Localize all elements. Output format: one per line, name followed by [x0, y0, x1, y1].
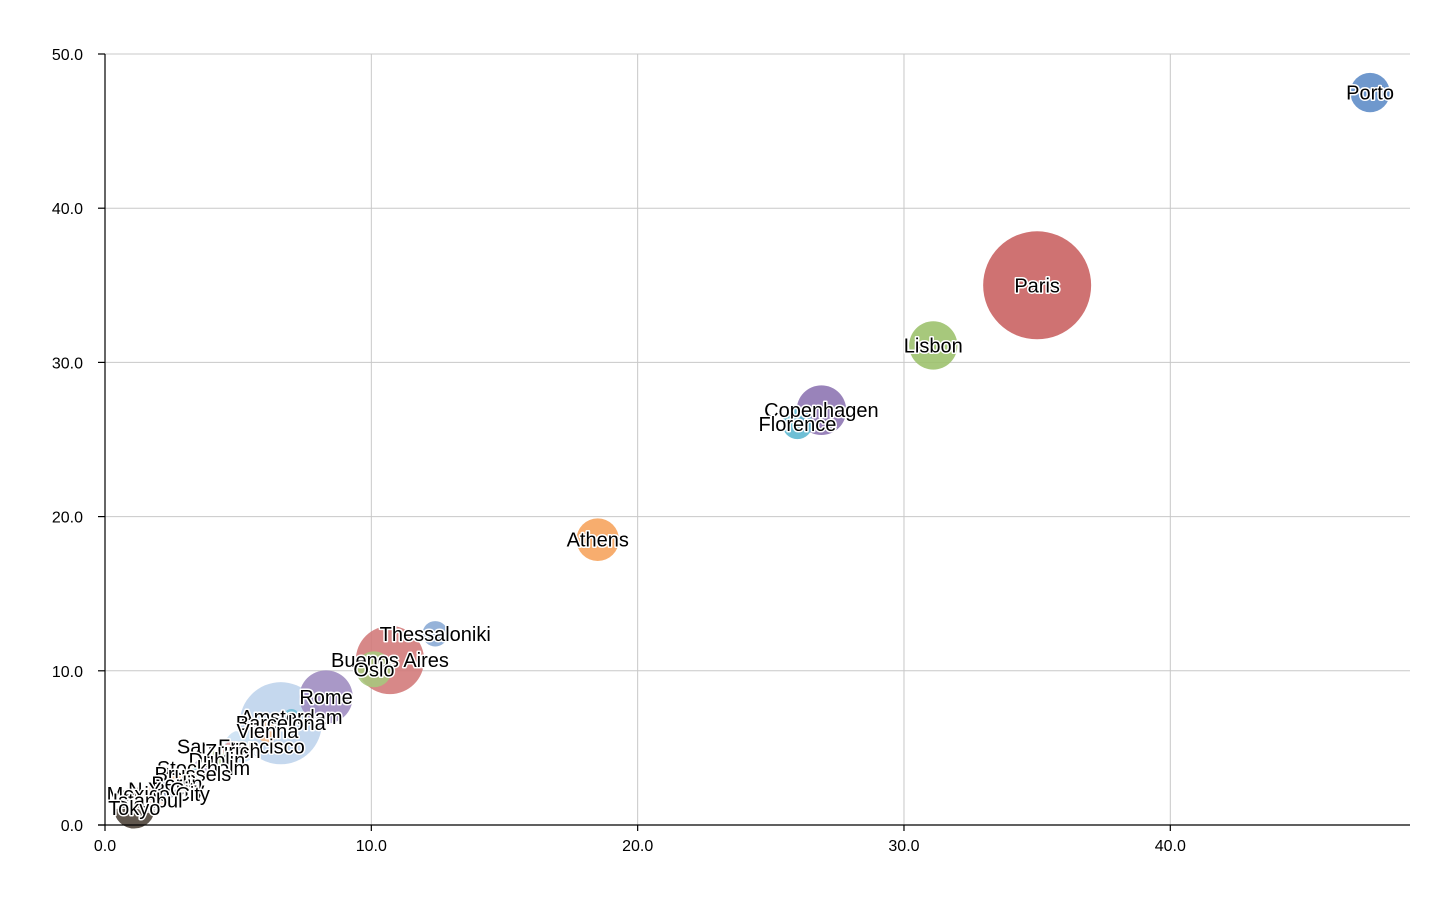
bubble-porto[interactable] — [1350, 72, 1390, 113]
bubble-oslo[interactable] — [355, 651, 392, 688]
bubble-label-amsterdam: Amsterdam — [240, 707, 342, 729]
x-tick-label: 30.0 — [888, 838, 919, 855]
x-tick-label: 40.0 — [1155, 838, 1186, 855]
bubble-rome[interactable] — [299, 670, 353, 724]
bubble-label-athens: Athens — [567, 530, 629, 552]
y-tick-label: 10.0 — [52, 664, 83, 681]
x-tick-label: 10.0 — [356, 838, 387, 855]
bubble-label-buenos-aires: Buenos Aires — [331, 650, 449, 672]
bubble-label-porto: Porto — [1346, 83, 1394, 105]
axes: 0.0 10.0 20.0 30.0 40.0 50.0 0.0 10.0 20.0 30.0 40… — [52, 47, 1410, 855]
bubble-label-stockholm: Stockholm — [157, 758, 250, 780]
bubble-lisbon[interactable] — [909, 321, 958, 370]
bubble-label-istanbul: Istanbul — [113, 790, 183, 812]
bubble-n-y-city[interactable] — [156, 779, 177, 800]
bubble-athens[interactable] — [576, 518, 620, 562]
bubble-label-mexico-city: Mexico City — [107, 784, 210, 806]
bubble-label-barcelona: Barcelona — [236, 713, 327, 735]
bubble-label-lisbon: Lisbon — [904, 335, 963, 357]
bubble-label-thessaloniki: Thessaloniki — [380, 624, 491, 646]
bubble-label-copenhagen: Copenhagen — [764, 400, 879, 422]
y-tick-label: 20.0 — [52, 510, 83, 527]
bubble-label-tokyo: Tokyo — [108, 798, 160, 820]
bubble-label-rome: Rome — [299, 687, 352, 709]
bubble-zurich[interactable] — [222, 741, 243, 761]
x-tick-label: 0.0 — [94, 838, 116, 855]
y-tick-label: 0.0 — [61, 818, 83, 835]
bubble-label-berlin: Berlin — [151, 773, 202, 795]
bubble-label-brussels: Brussels — [155, 764, 232, 786]
x-tick-label: 20.0 — [622, 838, 653, 855]
bubble-label-n-y-city: N.Y. City — [128, 780, 204, 802]
bubble-label-san-francisco: San Francisco — [177, 736, 305, 758]
bubble-label-vienna: Vienna — [236, 721, 299, 743]
bubble-florence[interactable] — [782, 409, 813, 440]
bubble-amsterdam[interactable] — [283, 709, 300, 726]
bubble-label-oslo: Oslo — [353, 659, 394, 681]
bubble-paris[interactable] — [983, 231, 1092, 340]
bubbles — [113, 72, 1390, 829]
bubble-brussels[interactable] — [183, 764, 203, 784]
y-tick-label: 50.0 — [52, 47, 83, 64]
bubble-label-zurich: Zurich — [205, 741, 261, 763]
grid — [105, 53, 1410, 825]
y-tick-label: 40.0 — [52, 201, 83, 218]
bubble-vienna[interactable] — [256, 719, 279, 743]
bubble-label-paris: Paris — [1014, 275, 1060, 297]
bubble-label-florence: Florence — [759, 414, 837, 436]
bubble-thessaloniki[interactable] — [422, 621, 448, 647]
bubble-label-dublin: Dublin — [189, 750, 246, 772]
y-tick-label: 30.0 — [52, 355, 83, 372]
